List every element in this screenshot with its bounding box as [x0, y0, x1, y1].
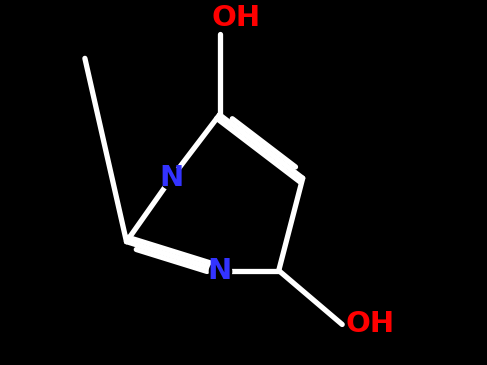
- Text: OH: OH: [212, 4, 261, 32]
- Text: N: N: [159, 164, 184, 192]
- Text: OH: OH: [346, 311, 395, 338]
- Text: N: N: [207, 257, 232, 285]
